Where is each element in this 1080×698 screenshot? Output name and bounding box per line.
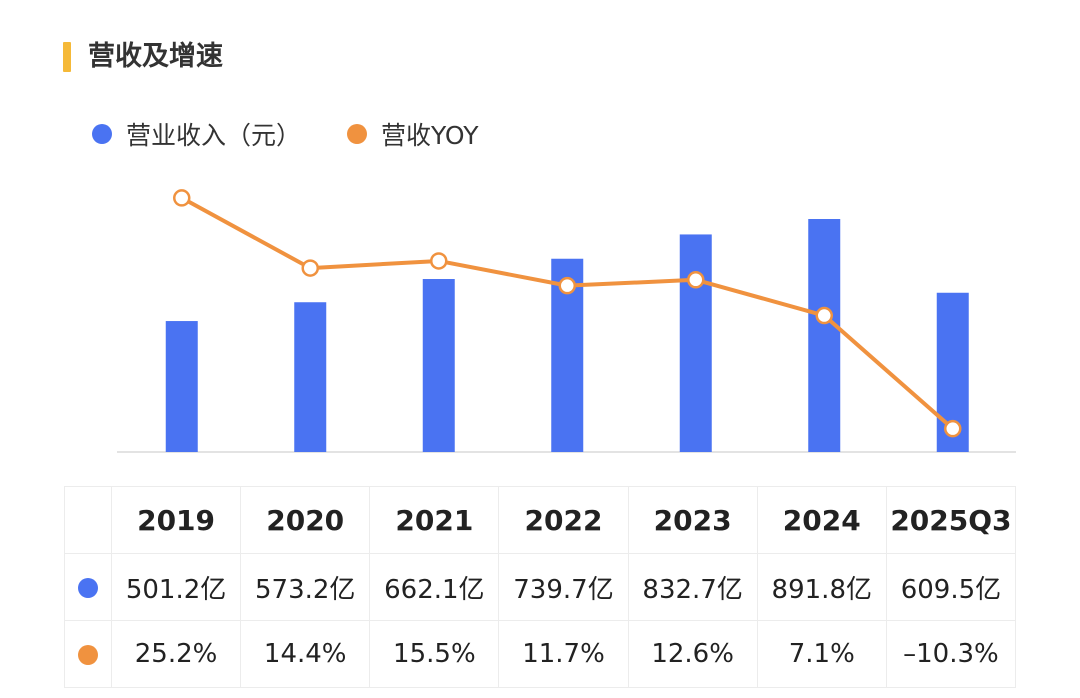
point-yoy-2025Q3 xyxy=(944,419,962,438)
data-table: 2019 2020 2021 2022 2023 2024 2025Q3 501… xyxy=(64,486,1017,688)
table-cell-revenue: 832.7亿 xyxy=(627,553,758,621)
table-cell-revenue: 573.2亿 xyxy=(240,553,371,621)
point-yoy-2022 xyxy=(558,276,576,295)
chart-title: 营收及增速 xyxy=(88,41,223,72)
legend: 营业收入（元） 营收YOY xyxy=(92,114,525,154)
table-corner-cell xyxy=(64,486,112,554)
table-cell-yoy: 7.1% xyxy=(756,620,887,688)
table-cell-yoy: 25.2% xyxy=(110,620,242,688)
title-accent-bar xyxy=(63,42,71,72)
table-cell-yoy: 15.5% xyxy=(369,620,500,688)
table-cell-revenue: 501.2亿 xyxy=(110,553,242,621)
legend-revenue-dot-icon xyxy=(92,124,112,144)
data-table-wrap: 2019 2020 2021 2022 2023 2024 2025Q3 501… xyxy=(64,486,1017,688)
table-cell-yoy: 14.4% xyxy=(240,620,371,688)
point-yoy-2023 xyxy=(687,271,705,289)
legend-yoy-dot-icon xyxy=(347,124,368,144)
table-header-cell: 2024 xyxy=(756,486,887,554)
yoy-dot-icon xyxy=(78,644,98,665)
yoy-row-marker xyxy=(64,620,112,688)
table-cell-revenue: 662.1亿 xyxy=(369,553,500,621)
bar-revenue-2020 xyxy=(294,302,327,452)
table-cell-yoy: 12.6% xyxy=(627,620,758,688)
legend-revenue-label: 营业收入（元） xyxy=(126,121,302,150)
table-cell-yoy: 11.7% xyxy=(498,620,629,688)
table-row-yoy: 25.2% 14.4% 15.5% 11.7% 12.6% 7.1% –10.3… xyxy=(64,620,1017,688)
table-header-cell: 2025Q3 xyxy=(885,486,1017,554)
bar-revenue-2023 xyxy=(679,234,712,452)
bar-revenue-2024 xyxy=(808,219,841,452)
table-header-cell: 2020 xyxy=(240,486,371,554)
table-cell-revenue: 739.7亿 xyxy=(498,553,629,621)
table-header-cell: 2023 xyxy=(627,486,758,554)
table-header-cell: 2021 xyxy=(369,486,500,554)
point-yoy-2020 xyxy=(301,259,319,277)
revenue-row-marker xyxy=(64,553,112,621)
point-yoy-2021 xyxy=(430,252,448,270)
table-row-revenue: 501.2亿 573.2亿 662.1亿 739.7亿 832.7亿 891.8… xyxy=(64,553,1017,621)
table-header-row: 2019 2020 2021 2022 2023 2024 2025Q3 xyxy=(64,486,1017,554)
table-header-cell: 2022 xyxy=(498,486,629,554)
revenue-dot-icon xyxy=(78,577,98,598)
legend-item-yoy[interactable]: 营收YOY xyxy=(347,116,479,152)
chart-plot xyxy=(117,189,1016,453)
point-yoy-2024 xyxy=(815,306,833,325)
table-cell-revenue: 609.5亿 xyxy=(885,553,1017,621)
table-cell-yoy: –10.3% xyxy=(885,620,1017,688)
bar-revenue-2021 xyxy=(422,279,455,452)
legend-yoy-label: 营收YOY xyxy=(381,121,479,150)
table-header-cell: 2019 xyxy=(110,486,242,554)
bar-revenue-2019 xyxy=(165,321,198,452)
point-yoy-2019 xyxy=(173,189,191,207)
table-cell-revenue: 891.8亿 xyxy=(756,553,887,621)
legend-item-revenue[interactable]: 营业收入（元） xyxy=(92,116,301,152)
